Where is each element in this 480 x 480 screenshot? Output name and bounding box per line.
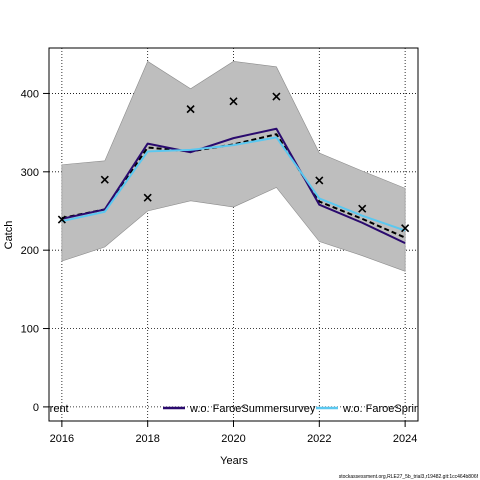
y-axis: 0 100 200 300 400 [21, 88, 50, 414]
x-axis: 2016 2018 2020 2022 2024 [50, 420, 417, 445]
observation-point [186, 105, 195, 114]
y-tick-label: 0 [33, 402, 39, 414]
x-tick-label: 2022 [307, 433, 331, 445]
confidence-band [61, 60, 406, 272]
series-line-1 [61, 127, 406, 245]
y-tick-label: 400 [21, 88, 39, 100]
observation-point [358, 204, 367, 213]
observation-point [57, 215, 66, 224]
legend-label-1: w.o. FaroeSummersurvey [189, 403, 316, 415]
series-line-2 [61, 136, 406, 232]
observation-point [272, 92, 281, 101]
y-tick-label: 300 [21, 167, 39, 179]
x-axis-title: Years [220, 455, 248, 467]
x-tick-label: 2020 [221, 433, 245, 445]
x-tick-label: 2018 [135, 433, 159, 445]
x-tick-label: 2024 [393, 433, 417, 445]
observation-point [315, 176, 324, 185]
observation-point [229, 97, 238, 106]
observation-point [100, 175, 109, 184]
series-lines [61, 127, 406, 245]
observation-point [401, 224, 410, 233]
legend-label-0: rrent [46, 403, 69, 415]
footer-credit: stockassessment.org,RLE27_5b_trial3,r194… [339, 474, 479, 480]
observation-markers [57, 92, 410, 233]
legend: rrent w.o. FaroeSummersurvey w.o. FaroeSpr… [46, 403, 426, 415]
y-tick-label: 100 [21, 324, 39, 336]
x-tick-label: 2016 [50, 433, 74, 445]
y-tick-label: 200 [21, 245, 39, 257]
legend-label-2: w.o. FaroeSpring [342, 403, 426, 415]
y-axis-title: Catch [3, 221, 15, 250]
observation-point [143, 193, 152, 202]
